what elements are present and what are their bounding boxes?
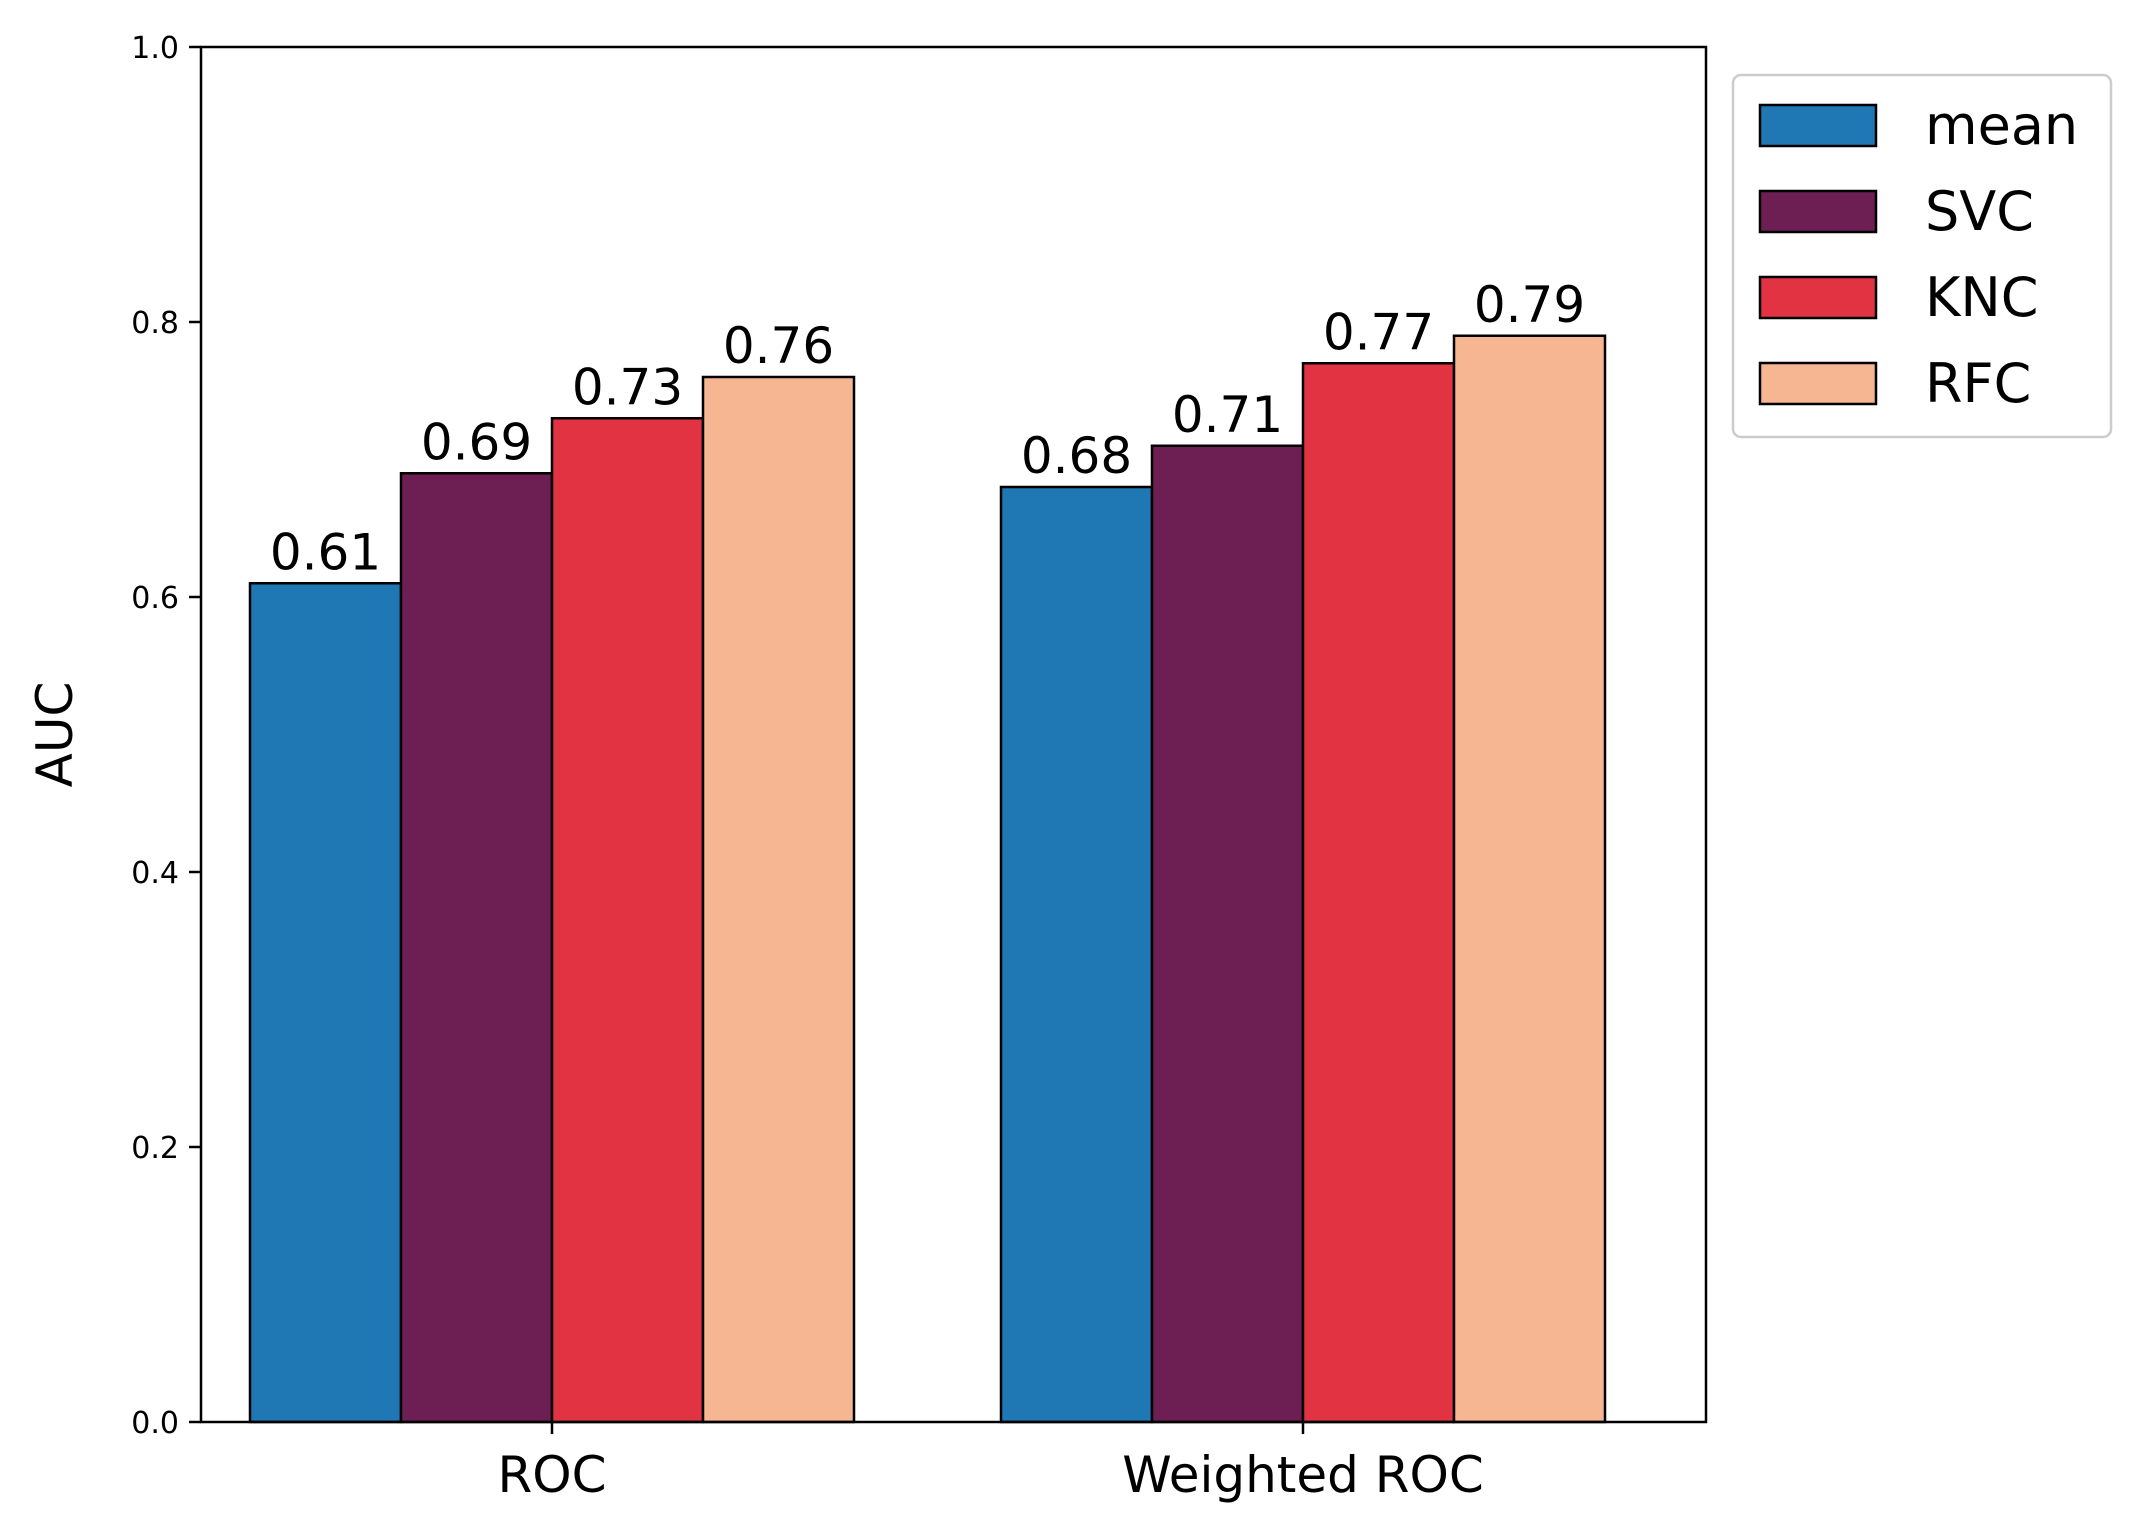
bar-rfc-roc [701, 375, 856, 1424]
legend-swatch-mean [1758, 103, 1878, 148]
y-tick-label: 0.0 [131, 1406, 179, 1441]
x-tick-label: Weighted ROC [1122, 1446, 1484, 1504]
bar-knc-weighted-roc [1301, 362, 1456, 1424]
data-label: 0.76 [723, 317, 834, 375]
data-label: 0.73 [572, 358, 683, 416]
bar-svc-roc [399, 472, 554, 1424]
y-tick-label: 0.2 [131, 1131, 179, 1166]
y-axis-title: AUC [26, 682, 84, 788]
y-tick-label: 1.0 [131, 31, 179, 66]
y-tick-label: 0.4 [131, 856, 179, 891]
data-label: 0.71 [1172, 386, 1283, 444]
y-axis: 0.0 0.2 0.4 0.6 0.8 1.0 [131, 31, 201, 1441]
bar-rfc-weighted-roc [1452, 334, 1607, 1424]
legend-label-rfc: RFC [1925, 352, 2031, 415]
data-label: 0.69 [421, 413, 532, 471]
legend-swatch-knc [1758, 275, 1878, 320]
bar-knc-roc [550, 417, 705, 1424]
data-label: 0.79 [1474, 276, 1585, 334]
bar-mean-weighted-roc [999, 485, 1154, 1424]
plot-frame [199, 45, 1708, 1424]
data-label: 0.77 [1323, 303, 1434, 361]
legend-swatch-svc [1758, 189, 1878, 234]
legend-box [1731, 73, 2113, 439]
data-label: 0.68 [1021, 427, 1132, 485]
legend-label-mean: mean [1925, 94, 2078, 157]
bar-mean-roc [248, 582, 403, 1424]
data-label: 0.61 [270, 523, 381, 581]
x-axis: ROC Weighted ROC [497, 1422, 1484, 1504]
y-tick-label: 0.8 [131, 306, 179, 341]
data-labels-group: 0.61 0.69 0.73 0.76 0.68 0.71 0.77 0.79 [270, 276, 1585, 582]
legend: mean SVC KNC RFC [1731, 73, 2113, 439]
y-tick-label: 0.6 [131, 581, 179, 616]
legend-swatch-rfc [1758, 361, 1878, 406]
legend-label-knc: KNC [1925, 266, 2039, 329]
bars-group [248, 334, 1607, 1424]
bar-svc-weighted-roc [1150, 444, 1305, 1424]
legend-label-svc: SVC [1925, 180, 2034, 243]
x-tick-label: ROC [497, 1446, 606, 1504]
